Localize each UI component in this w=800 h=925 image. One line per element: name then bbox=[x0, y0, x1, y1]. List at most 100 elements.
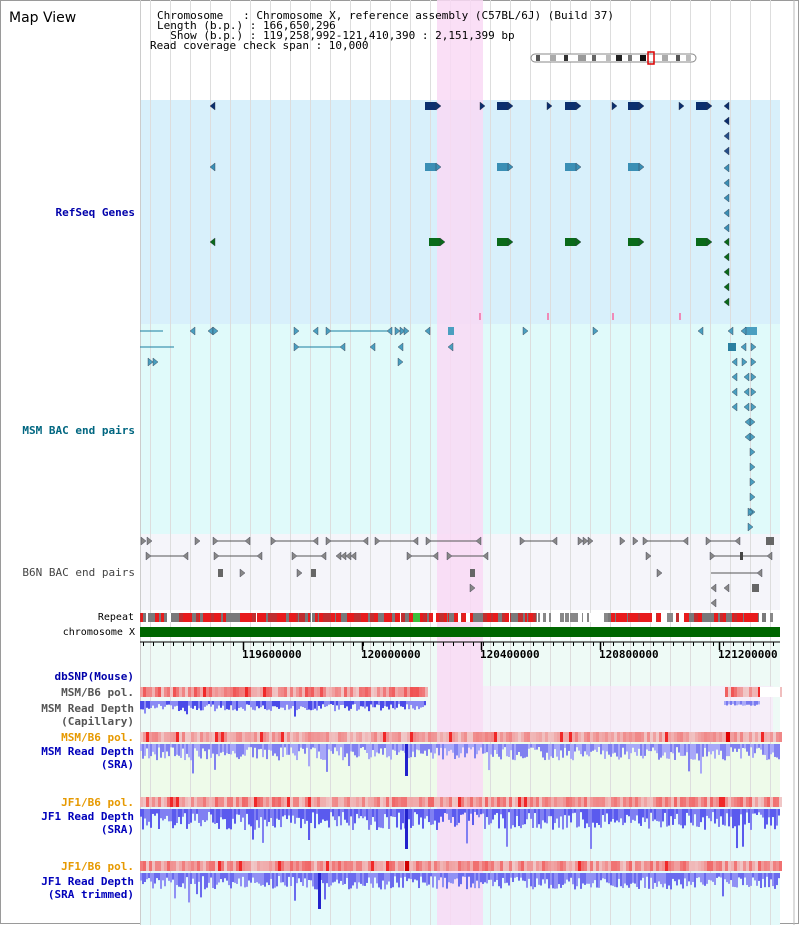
depth-bar bbox=[276, 809, 278, 819]
depth-bar bbox=[304, 744, 306, 754]
feature-arrow bbox=[406, 551, 413, 561]
depth-bar bbox=[446, 809, 448, 814]
depth-bar bbox=[278, 873, 280, 877]
depth-bar bbox=[568, 809, 570, 816]
depth-spike bbox=[405, 809, 408, 849]
feature-arrow bbox=[209, 237, 216, 247]
depth-bar bbox=[598, 744, 600, 748]
pol-cell bbox=[218, 687, 221, 697]
repeat-segment bbox=[505, 613, 509, 622]
depth-bar bbox=[374, 873, 376, 878]
pol-cell bbox=[191, 861, 194, 871]
depth-bar bbox=[682, 744, 684, 757]
depth-bar bbox=[378, 809, 380, 828]
pol-cell bbox=[425, 687, 428, 697]
pol-cell bbox=[305, 797, 308, 807]
pol-cell bbox=[488, 732, 491, 742]
pol-cell bbox=[419, 797, 422, 807]
pol-cell bbox=[587, 861, 590, 871]
pol-cell bbox=[323, 797, 326, 807]
depth-bar bbox=[772, 744, 774, 753]
depth-bar bbox=[778, 873, 780, 879]
depth-bar bbox=[336, 744, 338, 752]
pol-cell bbox=[350, 861, 353, 871]
pol-cell bbox=[248, 687, 251, 697]
pol-cell bbox=[629, 861, 632, 871]
depth-bar bbox=[718, 744, 720, 755]
pol-cell bbox=[236, 861, 239, 871]
pol-cell bbox=[206, 732, 209, 742]
pol-cell bbox=[347, 687, 350, 697]
depth-bar bbox=[418, 809, 420, 825]
depth-bar bbox=[238, 701, 240, 709]
depth-bar bbox=[580, 809, 582, 813]
pol-cell bbox=[173, 797, 176, 807]
depth-bar bbox=[382, 701, 384, 709]
depth-bar bbox=[208, 701, 210, 705]
repeat-segment bbox=[460, 613, 461, 622]
depth-bar bbox=[174, 744, 176, 757]
depth-bar bbox=[296, 809, 298, 818]
depth-bar bbox=[146, 873, 148, 880]
repeat-segment bbox=[420, 613, 421, 622]
depth-bar bbox=[420, 744, 422, 754]
pol-cell bbox=[161, 687, 164, 697]
depth-bar bbox=[758, 701, 760, 705]
pol-cell bbox=[311, 797, 314, 807]
refseq-genes-label[interactable]: RefSeq Genes bbox=[55, 206, 135, 219]
pol-cell bbox=[713, 732, 716, 742]
pol-cell bbox=[719, 732, 722, 742]
repeat-segment bbox=[766, 613, 770, 622]
depth-bar bbox=[684, 744, 686, 756]
depth-bar bbox=[384, 809, 386, 815]
msm-bac-label[interactable]: MSM BAC end pairs bbox=[22, 424, 135, 437]
pol-cell bbox=[563, 797, 566, 807]
pol-cell bbox=[602, 797, 605, 807]
depth-bar bbox=[194, 809, 196, 821]
repeat-segment bbox=[400, 613, 401, 622]
pol-cell bbox=[536, 732, 539, 742]
dbsnp-label[interactable]: dbSNP(Mouse) bbox=[54, 670, 134, 683]
depth-bar bbox=[504, 873, 506, 884]
pol-cell bbox=[779, 687, 782, 697]
depth-bar bbox=[740, 701, 742, 705]
depth-bar bbox=[700, 744, 702, 774]
repeat-segment bbox=[744, 613, 746, 622]
b6n-bac-label[interactable]: B6N BAC end pairs bbox=[22, 566, 135, 579]
depth-bar bbox=[480, 744, 482, 748]
pol-cell bbox=[731, 687, 734, 697]
repeat-segment bbox=[368, 613, 370, 622]
pol-cell bbox=[236, 687, 239, 697]
depth-bar bbox=[234, 809, 236, 824]
pol-cell bbox=[512, 732, 515, 742]
depth-bar bbox=[596, 744, 598, 752]
depth-bar bbox=[358, 809, 360, 819]
repeat-segment bbox=[644, 613, 648, 622]
feature-arrow bbox=[749, 462, 756, 472]
depth-bar bbox=[438, 744, 440, 756]
depth-bar bbox=[412, 873, 414, 883]
repeat-segment bbox=[627, 613, 628, 622]
pol-cell bbox=[266, 797, 269, 807]
pol-cell bbox=[440, 861, 443, 871]
repeat-segment bbox=[718, 613, 720, 622]
pol-cell bbox=[296, 732, 299, 742]
depth-bar bbox=[166, 873, 168, 878]
depth-bar bbox=[724, 744, 726, 761]
feature-arrow bbox=[212, 326, 219, 336]
repeat-segment bbox=[574, 613, 578, 622]
pol-cell bbox=[185, 732, 188, 742]
depth-bar bbox=[142, 873, 144, 885]
pol-cell bbox=[419, 861, 422, 871]
pol-cell bbox=[743, 797, 746, 807]
feature-arrow bbox=[546, 101, 553, 111]
depth-bar bbox=[176, 744, 178, 755]
depth-bar bbox=[344, 744, 346, 758]
depth-bar bbox=[142, 744, 144, 759]
pol-cell bbox=[560, 732, 563, 742]
pol-cell bbox=[386, 687, 389, 697]
pol-cell bbox=[479, 861, 482, 871]
pol-cell bbox=[518, 797, 521, 807]
